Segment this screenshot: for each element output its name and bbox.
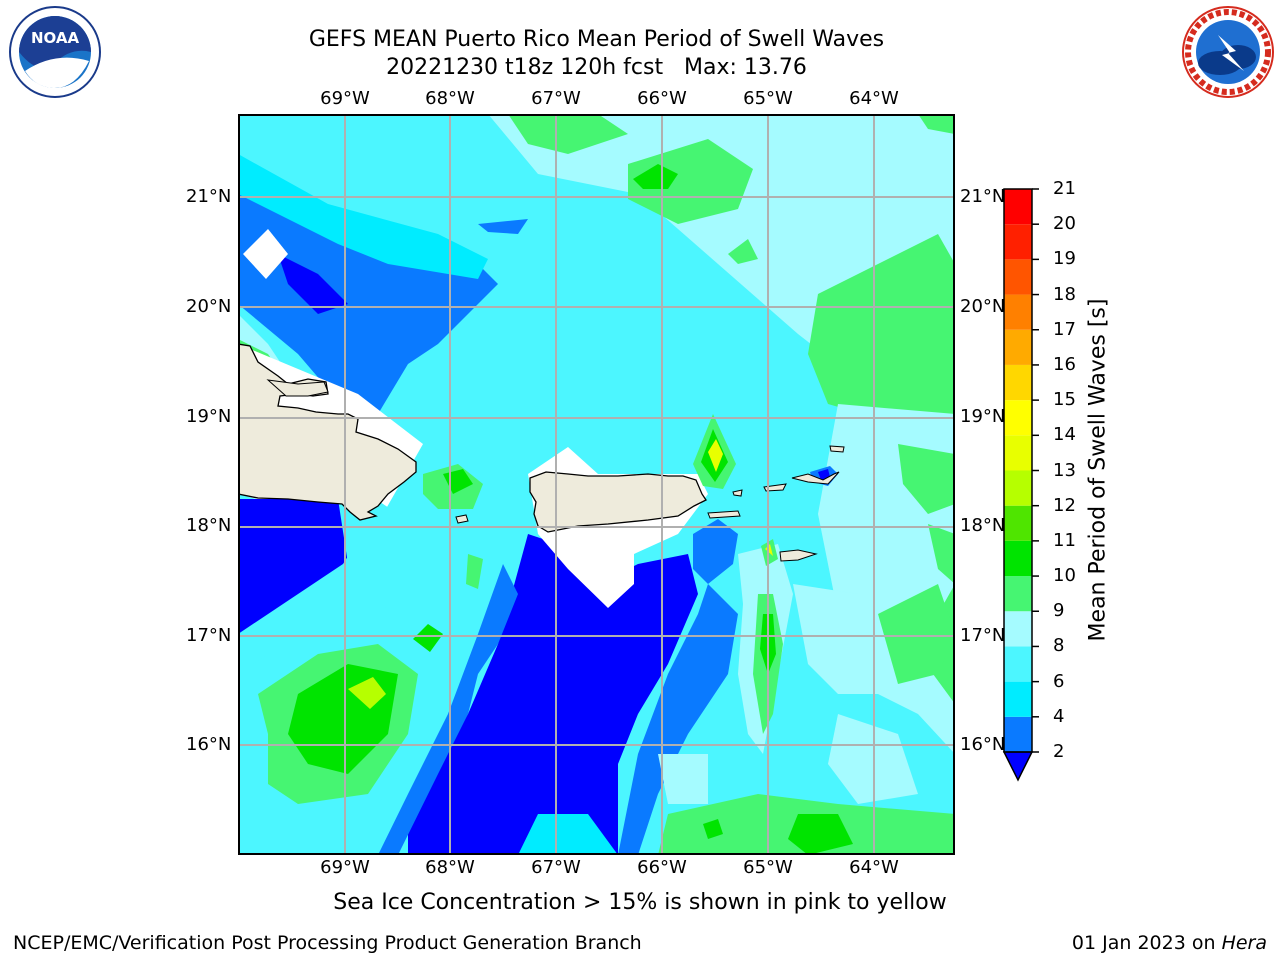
- colorbar-cell: [1004, 576, 1032, 612]
- lat-label-left: 19°N: [186, 406, 232, 427]
- lon-label-bottom: 69°W: [320, 857, 370, 878]
- credit-date: 01 Jan 2023 on Hera: [1072, 932, 1267, 954]
- lon-label-bottom: 67°W: [531, 857, 581, 878]
- colorbar-cell: [1004, 329, 1032, 365]
- nws-logo: [1182, 6, 1274, 98]
- colorbar-tick-label: 17: [1053, 318, 1076, 340]
- colorbar-tick-label: 8: [1053, 635, 1065, 657]
- sea-ice-footnote: Sea Ice Concentration > 15% is shown in …: [333, 890, 947, 915]
- map-frame: [238, 114, 955, 855]
- colorbar-cell: [1004, 470, 1032, 506]
- colorbar-tick-label: 10: [1053, 565, 1076, 587]
- noaa-logo: NOAA: [9, 6, 101, 98]
- colorbar-extend-arrow: [1002, 751, 1034, 782]
- colorbar-cell: [1004, 611, 1032, 647]
- colorbar: [1002, 188, 1039, 782]
- colorbar-tick-label: 13: [1053, 459, 1076, 481]
- colorbar-tick-label: 6: [1053, 670, 1065, 692]
- colorbar-cell: [1004, 681, 1032, 717]
- colorbar-tick-label: 20: [1053, 213, 1076, 235]
- colorbar-cell: [1004, 435, 1032, 471]
- colorbar-tick-label: 18: [1053, 283, 1076, 305]
- colorbar-label: Mean Period of Swell Waves [s]: [1085, 298, 1111, 642]
- colorbar-cell: [1004, 294, 1032, 330]
- chart-subtitle: 20221230 t18z 120h fcst Max: 13.76: [386, 55, 807, 80]
- colorbar-tick-label: 14: [1053, 424, 1076, 446]
- lat-label-right: 18°N: [960, 515, 1006, 536]
- lat-label-left: 17°N: [186, 625, 232, 646]
- swell-period-map: [238, 114, 955, 855]
- lon-label-bottom: 68°W: [425, 857, 475, 878]
- lon-label-top: 66°W: [637, 88, 687, 109]
- colorbar-tick-label: 15: [1053, 389, 1076, 411]
- lon-label-bottom: 64°W: [849, 857, 899, 878]
- colorbar-tick-label: 12: [1053, 494, 1076, 516]
- colorbar-cell: [1004, 540, 1032, 577]
- lat-label-left: 21°N: [186, 186, 232, 207]
- lat-label-right: 16°N: [960, 734, 1006, 755]
- colorbar-cell: [1004, 189, 1032, 225]
- colorbar-tick-label: 16: [1053, 353, 1076, 375]
- lat-label-right: 21°N: [960, 186, 1006, 207]
- colorbar-tick-label: 21: [1053, 178, 1076, 199]
- colorbar-tick-label: 4: [1053, 705, 1065, 727]
- lon-label-top: 69°W: [320, 88, 370, 109]
- lon-label-top: 64°W: [849, 88, 899, 109]
- credit-date-text: 01 Jan 2023 on: [1071, 932, 1222, 954]
- colorbar-cell: [1004, 646, 1032, 682]
- chart-title: GEFS MEAN Puerto Rico Mean Period of Swe…: [308, 27, 885, 52]
- lat-label-right: 17°N: [960, 625, 1006, 646]
- noaa-logo-text: NOAA: [31, 29, 80, 47]
- lat-label-left: 18°N: [186, 515, 232, 536]
- colorbar-cell: [1004, 259, 1032, 295]
- colorbar-tick-label: 9: [1053, 600, 1065, 622]
- credit-branch: NCEP/EMC/Verification Post Processing Pr…: [13, 932, 642, 954]
- lat-label-right: 19°N: [960, 406, 1006, 427]
- lat-label-left: 16°N: [186, 734, 232, 755]
- lon-label-top: 68°W: [425, 88, 475, 109]
- lat-label-right: 20°N: [960, 296, 1006, 317]
- lon-label-bottom: 66°W: [637, 857, 687, 878]
- lon-label-top: 65°W: [743, 88, 793, 109]
- colorbar-tick-label: 2: [1053, 741, 1065, 762]
- colorbar-cell: [1004, 400, 1032, 436]
- colorbar-cell: [1004, 224, 1032, 260]
- colorbar-cell: [1004, 716, 1032, 752]
- credit-host: Hera: [1221, 932, 1267, 954]
- colorbar-tick-label: 19: [1053, 248, 1076, 270]
- lon-label-top: 67°W: [531, 88, 581, 109]
- colorbar-cell: [1004, 364, 1032, 401]
- lon-label-bottom: 65°W: [743, 857, 793, 878]
- graticule: [239, 115, 954, 854]
- lat-label-left: 20°N: [186, 296, 232, 317]
- colorbar-cell: [1004, 505, 1032, 541]
- colorbar-tick-label: 11: [1053, 529, 1076, 551]
